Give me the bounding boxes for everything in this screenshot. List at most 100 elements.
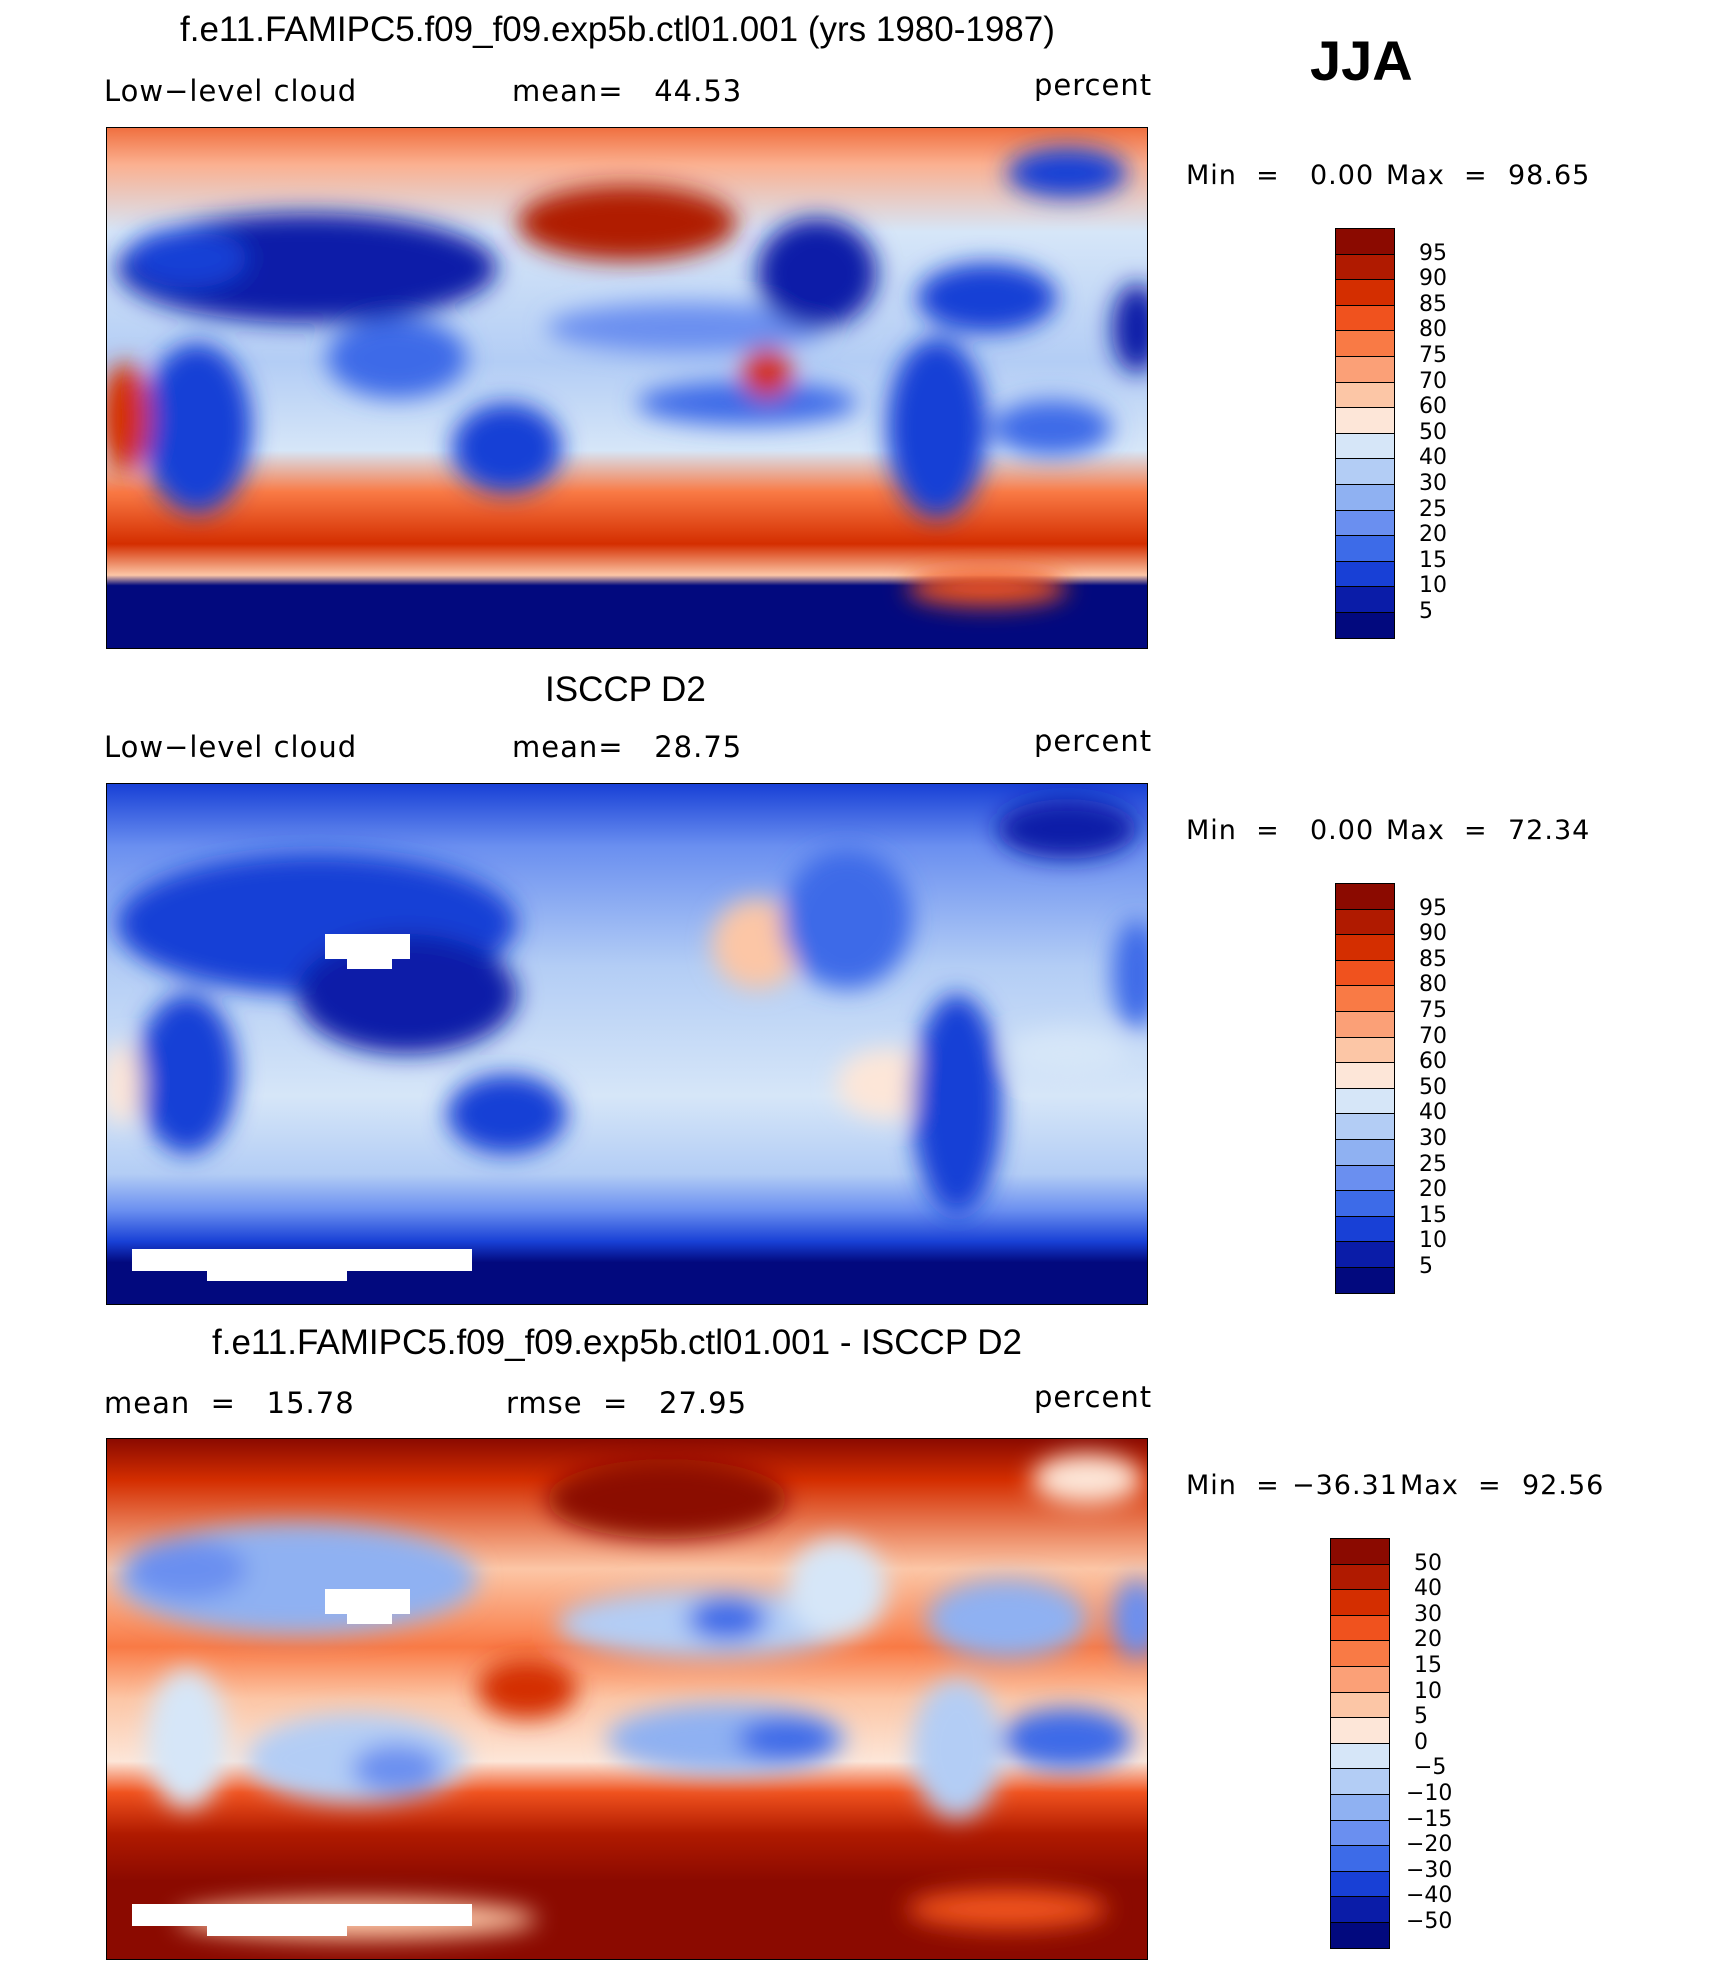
panel-3-rmse-label: rmse = 27.95 — [506, 1386, 748, 1420]
colorbar-label: 10 — [1419, 573, 1447, 599]
colorbar-swatch — [1335, 1113, 1395, 1140]
colorbar-label: 0 — [1414, 1729, 1428, 1755]
colorbar-swatch — [1335, 1062, 1395, 1089]
colorbar-label: −20 — [1406, 1832, 1453, 1858]
colorbar-label: 5 — [1414, 1704, 1428, 1730]
colorbar-swatch — [1335, 959, 1395, 987]
colorbar-swatch — [1335, 1215, 1395, 1243]
colorbar-label: 30 — [1419, 471, 1447, 496]
colorbar-label: 15 — [1419, 547, 1447, 573]
colorbar-label: 90 — [1419, 266, 1447, 292]
panel-3-mean-label: mean = 15.78 — [104, 1386, 355, 1420]
colorbar-swatch — [1335, 934, 1395, 961]
panel-3-max-value: 92.56 — [1522, 1470, 1605, 1501]
colorbar-swatch — [1330, 1742, 1390, 1770]
panel-2-mean-label: mean= 28.75 — [512, 730, 743, 764]
panel-2-units-label: percent — [1034, 724, 1153, 758]
colorbar-swatch — [1335, 304, 1395, 332]
colorbar-swatch — [1330, 1870, 1390, 1898]
colorbar-label: 30 — [1414, 1601, 1442, 1627]
panel-2-min-label: Min = — [1186, 815, 1280, 846]
colorbar-label: −15 — [1406, 1806, 1453, 1832]
colorbar-label: 75 — [1419, 998, 1447, 1023]
colorbar-swatch — [1330, 1922, 1390, 1949]
colorbar-swatch — [1335, 253, 1395, 281]
colorbar-label: 70 — [1419, 368, 1447, 394]
colorbar-swatch — [1335, 985, 1395, 1012]
colorbar-label: 50 — [1414, 1550, 1442, 1576]
panel-2-max-label: Max = — [1386, 815, 1488, 846]
panel-1-map-field — [107, 128, 1147, 648]
colorbar-swatch — [1330, 1896, 1390, 1923]
colorbar-label: −10 — [1406, 1781, 1453, 1806]
colorbar-label: 60 — [1419, 394, 1447, 420]
colorbar-label: 5 — [1419, 599, 1433, 624]
panel-1-min-value: 0.00 — [1310, 160, 1375, 191]
colorbar-label: 50 — [1419, 1074, 1447, 1100]
panel-1-title: f.e11.FAMIPC5.f09_f09.exp5b.ctl01.001 (y… — [180, 10, 1055, 49]
panel-3-units-label: percent — [1034, 1380, 1153, 1414]
colorbar-label: −5 — [1414, 1755, 1447, 1781]
colorbar-swatch — [1335, 330, 1395, 357]
colorbar-label: 40 — [1419, 445, 1447, 471]
colorbar-label: 60 — [1419, 1049, 1447, 1075]
colorbar-label: 30 — [1419, 1126, 1447, 1151]
colorbar-label: 20 — [1419, 1177, 1447, 1203]
panel-3-min-value: −36.31 — [1292, 1470, 1398, 1501]
colorbar-label: 80 — [1419, 972, 1447, 998]
colorbar-swatch — [1335, 458, 1395, 485]
panel-2-max-value: 72.34 — [1508, 815, 1591, 846]
colorbar-swatch — [1330, 1589, 1390, 1616]
panel-1-max-label: Max = — [1386, 160, 1488, 191]
colorbar-swatch — [1330, 1614, 1390, 1642]
colorbar-label: −50 — [1406, 1909, 1453, 1934]
colorbar-label: 85 — [1419, 291, 1447, 317]
colorbar-swatch — [1330, 1563, 1390, 1591]
colorbar-label: 15 — [1419, 1202, 1447, 1228]
colorbar-label: 25 — [1419, 496, 1447, 522]
colorbar-label: 90 — [1419, 921, 1447, 947]
colorbar-swatch — [1330, 1717, 1390, 1744]
colorbar-swatch — [1335, 1087, 1395, 1115]
colorbar-swatch — [1335, 1241, 1395, 1268]
colorbar-swatch — [1335, 1036, 1395, 1064]
colorbar-swatch — [1335, 560, 1395, 588]
panel-3-max-label: Max = — [1400, 1470, 1502, 1501]
colorbar-swatch — [1335, 612, 1395, 639]
colorbar-label: 95 — [1419, 895, 1447, 921]
colorbar-swatch — [1335, 1011, 1395, 1038]
colorbar-label: 5 — [1419, 1254, 1433, 1279]
colorbar-label: −40 — [1406, 1883, 1453, 1909]
colorbar-label: 50 — [1419, 419, 1447, 445]
colorbar-label: 20 — [1419, 522, 1447, 548]
season-label: JJA — [1310, 29, 1413, 92]
colorbar-label: 25 — [1419, 1151, 1447, 1177]
colorbar-swatch — [1335, 228, 1395, 255]
colorbar-swatch — [1335, 1164, 1395, 1192]
colorbar-swatch — [1330, 1819, 1390, 1847]
panel-1-variable-label: Low−level cloud — [104, 74, 358, 108]
colorbar-swatch — [1330, 1666, 1390, 1693]
colorbar-label: 20 — [1414, 1627, 1442, 1653]
colorbar-swatch — [1335, 1267, 1395, 1294]
colorbar-swatch — [1335, 381, 1395, 409]
panel-3-min-label: Min = — [1186, 1470, 1280, 1501]
panel-1-units-label: percent — [1034, 68, 1153, 102]
panel-2-map — [106, 783, 1148, 1305]
panel-3-map-field — [107, 1439, 1147, 1959]
colorbar-swatch — [1335, 432, 1395, 460]
colorbar-swatch — [1335, 535, 1395, 562]
colorbar-swatch — [1330, 1768, 1390, 1795]
colorbar-swatch — [1335, 908, 1395, 936]
panel-2-title: ISCCP D2 — [545, 670, 706, 709]
colorbar-swatch — [1335, 356, 1395, 383]
colorbar-swatch — [1335, 586, 1395, 613]
colorbar-label: 95 — [1419, 240, 1447, 266]
colorbar-swatch — [1335, 883, 1395, 910]
colorbar-swatch — [1330, 1640, 1390, 1667]
panel-2-variable-label: Low−level cloud — [104, 730, 358, 764]
colorbar-swatch — [1335, 509, 1395, 537]
colorbar-label: −30 — [1406, 1857, 1453, 1883]
colorbar-label: 40 — [1414, 1576, 1442, 1602]
colorbar-label: 85 — [1419, 946, 1447, 972]
